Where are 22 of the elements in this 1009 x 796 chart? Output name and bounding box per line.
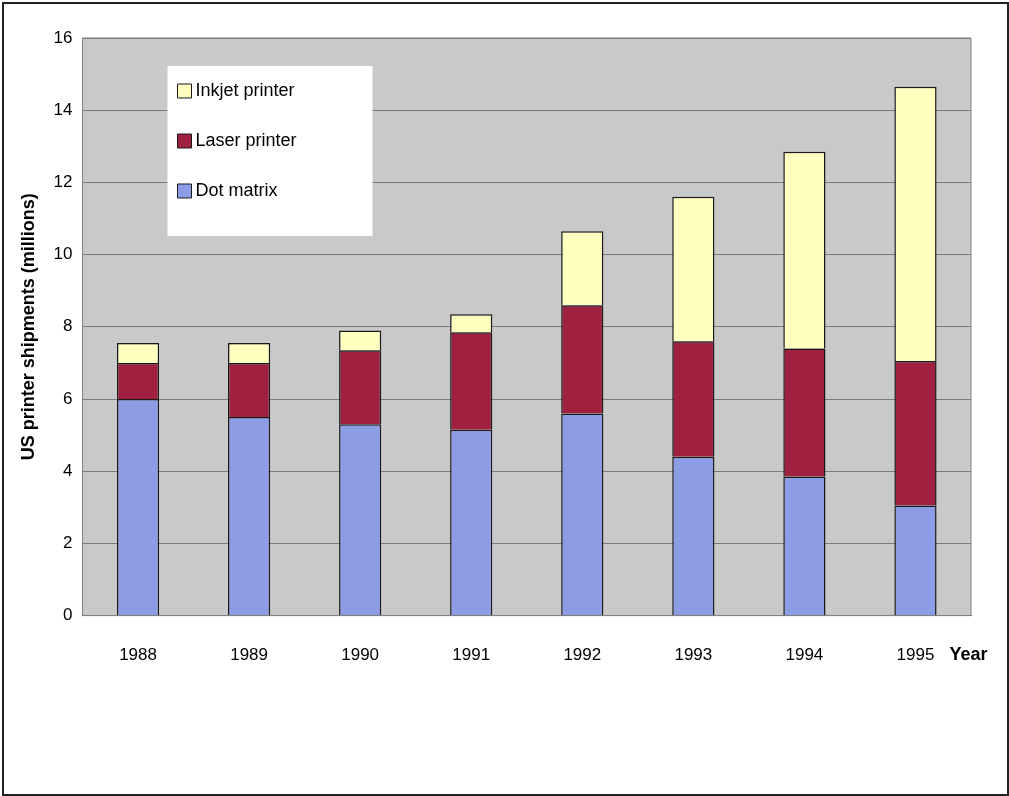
y-tick-label: 16 [53, 27, 73, 47]
legend-label: Dot matrix [195, 179, 278, 200]
x-tick-label: 1993 [674, 645, 713, 665]
x-axis-title: Year [949, 643, 988, 664]
y-tick-label: 14 [53, 99, 73, 119]
y-tick-label: 6 [63, 388, 73, 408]
x-tick-label: 1991 [452, 645, 491, 665]
y-tick-label: 8 [63, 316, 73, 336]
legend-label: Inkjet printer [195, 79, 295, 100]
x-tick-label: 1989 [230, 645, 269, 665]
x-tick-label: 1994 [785, 645, 824, 665]
x-tick-label: 1995 [896, 645, 935, 665]
y-tick-label: 10 [53, 244, 73, 264]
y-tick-label: 0 [63, 605, 73, 625]
y-axis-title: US printer shipments (millions) [17, 193, 38, 461]
x-tick-label: 1990 [341, 645, 380, 665]
y-tick-label: 12 [53, 172, 73, 192]
y-tick-label: 2 [63, 533, 73, 553]
y-tick-label: 4 [63, 460, 73, 480]
x-tick-label: 1988 [119, 645, 157, 665]
legend-label: Laser printer [195, 129, 297, 150]
x-tick-label: 1992 [563, 645, 602, 665]
